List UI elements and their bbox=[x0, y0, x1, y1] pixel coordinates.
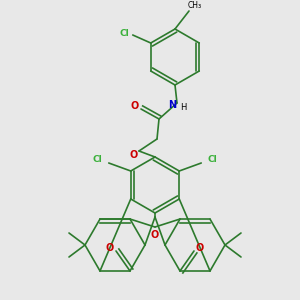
Text: CH₃: CH₃ bbox=[188, 2, 202, 10]
Text: O: O bbox=[131, 101, 139, 111]
Text: O: O bbox=[196, 243, 204, 253]
Text: Cl: Cl bbox=[120, 28, 130, 38]
Text: Cl: Cl bbox=[207, 154, 217, 164]
Text: H: H bbox=[180, 103, 186, 112]
Text: N: N bbox=[168, 100, 176, 110]
Text: O: O bbox=[130, 150, 138, 160]
Text: Cl: Cl bbox=[93, 154, 103, 164]
Text: O: O bbox=[106, 243, 114, 253]
Text: O: O bbox=[151, 230, 159, 240]
